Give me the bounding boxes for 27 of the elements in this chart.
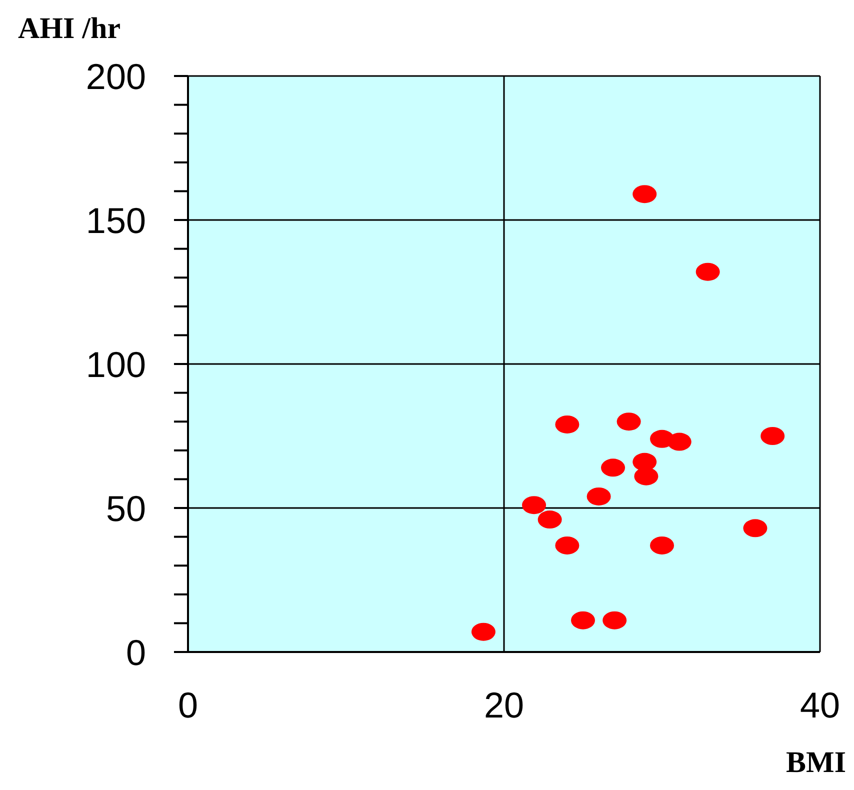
y-tick-label: 0 xyxy=(126,632,146,673)
point xyxy=(667,432,692,451)
x-tick-label: 0 xyxy=(178,684,198,726)
y-tick-label: 100 xyxy=(86,344,146,385)
point xyxy=(650,536,674,554)
point xyxy=(743,519,768,538)
y-axis-title: AHI /hr xyxy=(18,12,121,46)
x-axis-title: BMI xyxy=(786,746,846,780)
point xyxy=(760,427,785,445)
x-tick-label: 20 xyxy=(484,684,524,726)
point xyxy=(571,611,595,630)
point xyxy=(632,185,657,204)
point xyxy=(634,467,658,486)
point xyxy=(601,458,626,477)
point xyxy=(538,510,562,529)
point xyxy=(555,536,580,554)
y-tick-label: 150 xyxy=(86,200,146,241)
point xyxy=(696,262,720,281)
point xyxy=(471,622,496,641)
y-tick-label: 50 xyxy=(106,488,146,529)
point xyxy=(586,487,611,506)
point xyxy=(555,415,580,434)
point xyxy=(616,412,641,431)
x-tick-label: 40 xyxy=(800,684,840,726)
y-tick-label: 200 xyxy=(86,56,146,97)
point xyxy=(522,496,546,514)
point xyxy=(602,611,627,630)
